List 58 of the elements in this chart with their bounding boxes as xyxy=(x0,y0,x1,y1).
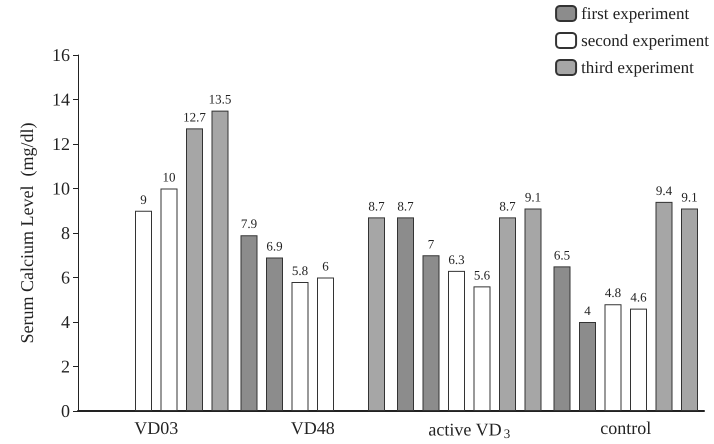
data-label: 9.1 xyxy=(524,190,542,205)
bar xyxy=(554,266,570,411)
data-label: 12.7 xyxy=(183,109,206,124)
data-label: 13.5 xyxy=(208,92,232,107)
bar xyxy=(135,210,152,411)
x-tick-label: VD48 xyxy=(290,418,335,438)
bar xyxy=(397,217,414,411)
x-tick-label: VD03 xyxy=(134,418,178,438)
bar xyxy=(656,202,672,411)
bar xyxy=(604,304,622,411)
data-label: 7.9 xyxy=(240,216,258,232)
data-label: 9.1 xyxy=(681,190,698,205)
bar xyxy=(630,308,647,411)
y-axis-title: Serum Calcium Level (mg/dl) xyxy=(17,122,37,344)
y-tick-label: 6 xyxy=(61,268,70,288)
bar xyxy=(240,235,258,411)
y-tick-label: 8 xyxy=(61,223,70,243)
data-label: 6.3 xyxy=(448,252,465,267)
bar xyxy=(474,286,490,411)
y-tick-label: 4 xyxy=(61,312,70,332)
legend-label: first experiment xyxy=(581,4,690,23)
bar xyxy=(579,322,596,411)
y-tick-label: 12 xyxy=(52,134,70,154)
data-label: 7 xyxy=(428,236,435,252)
bar xyxy=(266,257,283,411)
data-label: 8.7 xyxy=(499,198,516,214)
y-tick-label: 14 xyxy=(52,90,70,110)
bar xyxy=(499,217,516,411)
data-label: 9 xyxy=(140,192,147,207)
data-label: 4.6 xyxy=(630,290,648,305)
bar xyxy=(368,217,385,411)
y-tick-label: 2 xyxy=(61,356,70,376)
data-label: 5.8 xyxy=(292,262,308,278)
bar xyxy=(448,270,465,411)
legend-label: second experiment xyxy=(581,31,710,50)
data-label: 4 xyxy=(584,303,592,318)
y-tick-label: 10 xyxy=(52,178,70,198)
data-label: 5.6 xyxy=(474,267,491,282)
bar xyxy=(292,282,308,411)
data-label: 6.5 xyxy=(554,247,570,262)
bar xyxy=(317,278,334,411)
data-label: 8.7 xyxy=(397,198,414,214)
bar xyxy=(212,110,228,411)
y-tick-label: 0 xyxy=(61,401,70,421)
data-label: 4.8 xyxy=(604,285,622,300)
legend-label: third experiment xyxy=(581,58,694,77)
y-tick-label: 16 xyxy=(52,45,70,65)
data-label: 10 xyxy=(162,170,176,184)
x-tick-label: control xyxy=(600,418,652,438)
data-label: 9.4 xyxy=(656,182,673,198)
data-label: 8.7 xyxy=(368,198,386,214)
bar xyxy=(160,188,178,411)
bar xyxy=(422,255,440,411)
bar xyxy=(524,208,542,411)
bar xyxy=(681,208,698,411)
data-label: 6 xyxy=(322,258,330,274)
data-label: 6.9 xyxy=(266,238,283,254)
bar xyxy=(186,128,203,411)
